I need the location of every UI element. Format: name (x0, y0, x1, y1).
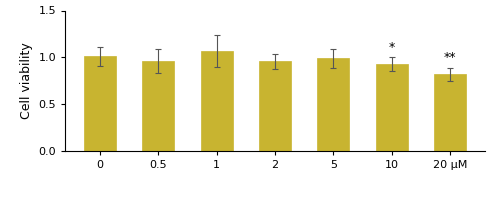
Text: *: * (388, 41, 395, 54)
Bar (318, 58, 350, 151)
Y-axis label: Cell viability: Cell viability (20, 42, 33, 119)
Bar (259, 61, 291, 151)
Bar (434, 74, 466, 151)
Bar (200, 51, 232, 151)
Bar (142, 61, 174, 151)
Bar (84, 56, 116, 151)
Bar (376, 64, 408, 151)
Text: **: ** (444, 51, 456, 64)
